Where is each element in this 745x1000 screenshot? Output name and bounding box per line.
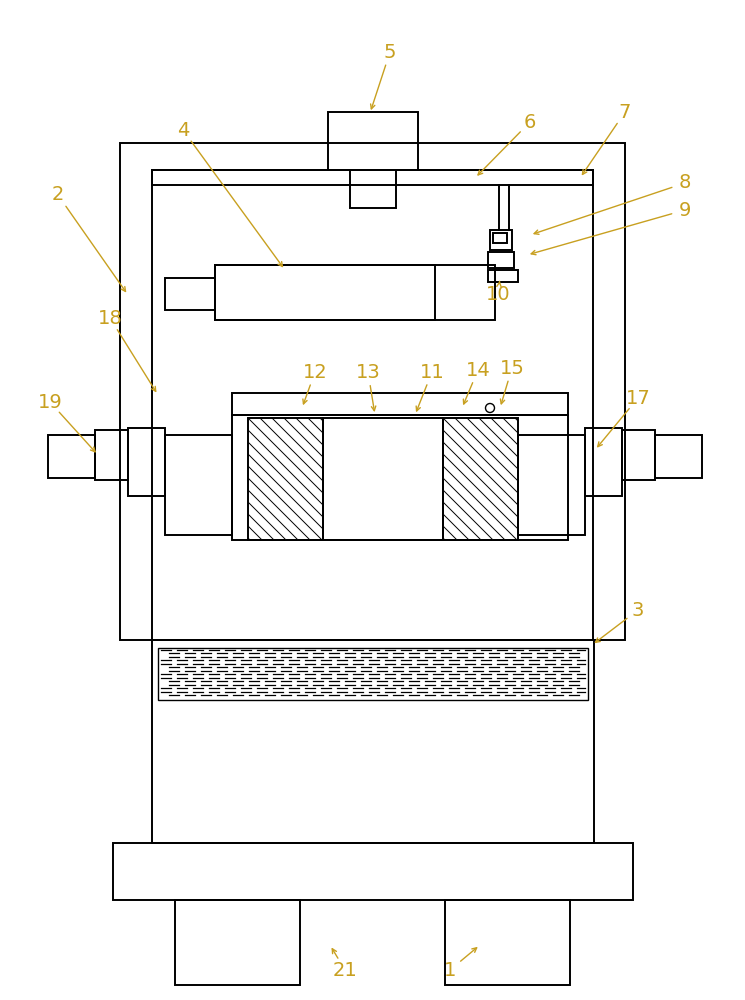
Bar — [490, 230, 512, 250]
Bar — [152, 640, 594, 843]
Text: 21: 21 — [332, 960, 358, 980]
Bar — [518, 435, 585, 535]
Bar — [655, 435, 702, 478]
Bar — [493, 233, 507, 243]
Bar — [158, 648, 588, 700]
Text: 7: 7 — [619, 103, 631, 121]
Bar — [48, 435, 95, 478]
Bar — [232, 415, 568, 540]
Bar — [95, 430, 128, 480]
Text: 18: 18 — [98, 308, 122, 328]
Bar — [443, 418, 518, 540]
Text: 8: 8 — [679, 174, 691, 192]
Text: 4: 4 — [177, 120, 189, 139]
Bar — [488, 252, 514, 268]
Bar — [328, 112, 418, 170]
Text: 9: 9 — [679, 200, 691, 220]
Bar — [488, 270, 518, 282]
Bar — [445, 900, 570, 985]
Text: 5: 5 — [384, 42, 396, 62]
Bar — [120, 143, 625, 640]
Bar — [113, 843, 633, 900]
Bar — [248, 418, 323, 540]
Text: 15: 15 — [500, 359, 524, 377]
Bar — [232, 393, 568, 415]
Text: 6: 6 — [524, 112, 536, 131]
Bar — [152, 170, 593, 185]
Bar — [350, 170, 396, 208]
Text: 13: 13 — [355, 362, 381, 381]
Bar — [175, 900, 300, 985]
Bar — [215, 265, 495, 320]
Text: 1: 1 — [444, 960, 456, 980]
Bar — [585, 428, 622, 496]
Text: 17: 17 — [626, 388, 650, 408]
Bar — [215, 265, 435, 320]
Bar — [152, 170, 593, 640]
Text: 10: 10 — [486, 286, 510, 304]
Text: 19: 19 — [38, 392, 63, 412]
Bar — [165, 278, 215, 310]
Bar — [128, 428, 165, 496]
Text: 14: 14 — [466, 360, 490, 379]
Text: 2: 2 — [52, 186, 64, 205]
Bar — [165, 435, 232, 535]
Bar — [323, 418, 443, 540]
Text: 12: 12 — [302, 362, 327, 381]
Bar — [622, 430, 655, 480]
Text: 3: 3 — [632, 600, 644, 619]
Text: 11: 11 — [419, 362, 444, 381]
